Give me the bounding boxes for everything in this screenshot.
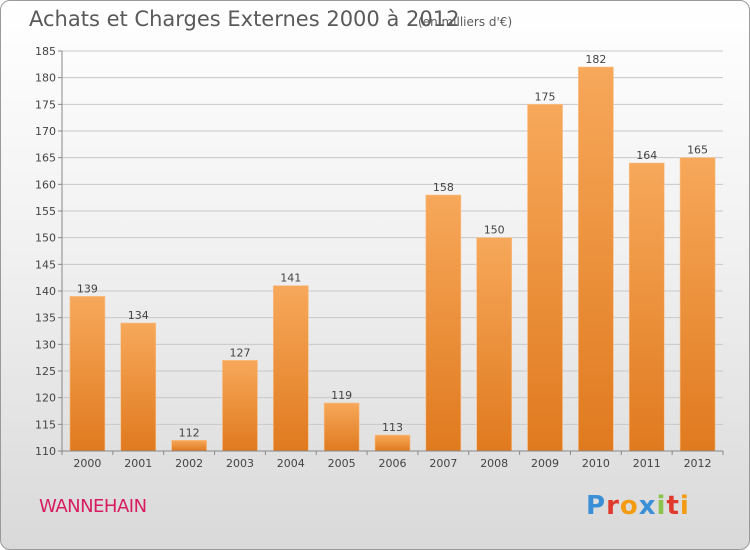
y-tick-label: 150 bbox=[35, 232, 56, 245]
proxiti-logo[interactable]: Proxiti bbox=[586, 491, 690, 521]
data-label-2002: 112 bbox=[179, 426, 200, 439]
bar-2006 bbox=[374, 434, 411, 452]
logo-letter: r bbox=[606, 491, 620, 521]
y-tick-label: 125 bbox=[35, 365, 56, 378]
y-tick-label: 115 bbox=[35, 418, 56, 431]
data-label-2012: 165 bbox=[687, 144, 708, 157]
x-tick-label-2002: 2002 bbox=[175, 457, 203, 470]
data-label-2009: 175 bbox=[535, 90, 556, 103]
chart-title: Achats et Charges Externes 2000 à 2012 bbox=[29, 7, 460, 31]
y-tick-label: 170 bbox=[35, 125, 56, 138]
bar-2005 bbox=[323, 402, 360, 452]
bar-2011 bbox=[628, 162, 665, 452]
data-label-2001: 134 bbox=[128, 309, 149, 322]
y-tick-label: 180 bbox=[35, 72, 56, 85]
data-labels: 139 134 112 127 141 119 113 158 150 175 182 164 165 bbox=[77, 53, 708, 439]
bar-2001 bbox=[120, 322, 157, 452]
x-tick-label-2000: 2000 bbox=[73, 457, 101, 470]
logo-letter: P bbox=[586, 491, 607, 521]
x-tick-label-2008: 2008 bbox=[480, 457, 508, 470]
y-tick-label: 120 bbox=[35, 392, 56, 405]
commune-name: WANNEHAIN bbox=[39, 496, 147, 517]
grid-lines bbox=[62, 50, 723, 452]
x-tick-label-2004: 2004 bbox=[277, 457, 305, 470]
data-label-2008: 150 bbox=[484, 224, 505, 237]
bar-2004 bbox=[273, 285, 309, 452]
chart-unit: (en milliers d'€) bbox=[418, 15, 513, 29]
x-axis: 2000 2001 2002 2003 2004 2005 2006 2007 2008 2009… bbox=[61, 450, 724, 470]
bar-2009 bbox=[527, 104, 563, 452]
x-tick-label-2012: 2012 bbox=[684, 457, 712, 470]
x-tick-label-2009: 2009 bbox=[531, 457, 559, 470]
bars bbox=[69, 66, 716, 452]
logo-letter: t bbox=[666, 491, 680, 521]
y-tick-label: 130 bbox=[35, 338, 56, 351]
y-axis: 110 115 120 125 130 135 140 145 150 155 160 165 170 1… bbox=[35, 45, 63, 458]
data-label-2006: 113 bbox=[382, 421, 403, 434]
bar-2012 bbox=[679, 157, 716, 452]
x-tick-label-2003: 2003 bbox=[226, 457, 254, 470]
y-tick-label: 185 bbox=[35, 45, 56, 58]
data-label-2004: 141 bbox=[280, 272, 301, 285]
data-label-2007: 158 bbox=[433, 181, 454, 194]
logo-letter: i bbox=[679, 491, 690, 521]
x-tick-label-2010: 2010 bbox=[582, 457, 610, 470]
data-label-2010: 182 bbox=[585, 53, 606, 66]
logo-letter: o bbox=[619, 491, 639, 521]
data-label-2000: 139 bbox=[77, 282, 98, 295]
bar-2002 bbox=[171, 440, 207, 452]
x-tick-label-2011: 2011 bbox=[633, 457, 661, 470]
x-tick-label-2007: 2007 bbox=[429, 457, 457, 470]
data-label-2005: 119 bbox=[331, 389, 352, 402]
y-tick-label: 155 bbox=[35, 205, 56, 218]
bar-2007 bbox=[425, 194, 462, 452]
y-tick-label: 135 bbox=[35, 312, 56, 325]
x-tick-label-2005: 2005 bbox=[328, 457, 356, 470]
y-tick-label: 165 bbox=[35, 152, 56, 165]
logo-letter: x bbox=[638, 491, 657, 521]
logo-letter: i bbox=[656, 491, 667, 521]
data-label-2003: 127 bbox=[229, 346, 250, 359]
x-tick-label-2006: 2006 bbox=[379, 457, 407, 470]
bar-2000 bbox=[69, 296, 106, 452]
bar-2003 bbox=[222, 360, 258, 452]
data-label-2011: 164 bbox=[636, 149, 657, 162]
y-tick-label: 175 bbox=[35, 98, 56, 111]
x-tick-label-2001: 2001 bbox=[124, 457, 152, 470]
y-tick-label: 110 bbox=[35, 445, 56, 458]
y-tick-label: 145 bbox=[35, 258, 56, 271]
bar-2010 bbox=[578, 66, 614, 452]
y-tick-label: 140 bbox=[35, 285, 56, 298]
bar-2008 bbox=[476, 237, 512, 452]
y-tick-label: 160 bbox=[35, 178, 56, 191]
